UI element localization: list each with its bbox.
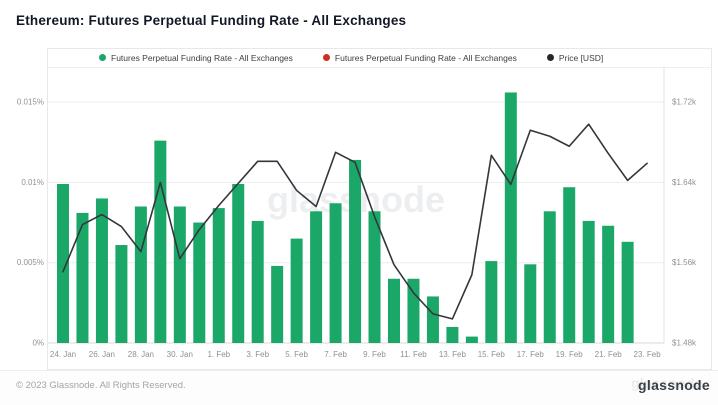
left-axis-tick-label: 0.015% — [17, 98, 44, 107]
funding-rate-bar — [173, 206, 186, 343]
page-title: Ethereum: Futures Perpetual Funding Rate… — [16, 13, 407, 28]
right-axis-tick-label: $1.72k — [672, 98, 697, 107]
funding-rate-bar — [524, 264, 537, 343]
funding-rate-bar — [426, 296, 439, 343]
left-axis-tick-label: 0.005% — [17, 258, 44, 267]
funding-rate-bar — [134, 206, 147, 343]
right-axis-tick-label: $1.48k — [672, 339, 697, 348]
x-axis-tick-label: 23. Feb — [634, 350, 662, 359]
funding-rate-bar — [115, 245, 128, 343]
x-axis-tick-label: 24. Jan — [50, 350, 76, 359]
x-axis-tick-label: 3. Feb — [246, 350, 269, 359]
funding-rate-bar — [446, 326, 459, 343]
x-axis-tick-label: 17. Feb — [517, 350, 545, 359]
x-axis-tick-label: 1. Feb — [207, 350, 230, 359]
x-axis-tick-label: 5. Feb — [285, 350, 308, 359]
red-dot-icon — [322, 54, 330, 61]
x-axis-tick-label: 9. Feb — [363, 350, 386, 359]
funding-rate-bar — [76, 212, 89, 343]
chart-legend: Futures Perpetual Funding Rate - All Exc… — [47, 48, 712, 68]
funding-rate-bar — [407, 278, 420, 343]
legend-item-funding-rate-red[interactable]: Futures Perpetual Funding Rate - All Exc… — [322, 52, 517, 63]
left-axis-tick-label: 0% — [32, 339, 44, 348]
funding-rate-bar — [290, 238, 303, 343]
funding-rate-bar — [310, 211, 323, 343]
funding-rate-bar — [582, 220, 595, 343]
funding-rate-bar — [251, 220, 264, 343]
right-axis-tick-label: $1.56k — [672, 258, 697, 267]
x-axis-tick-label: 7. Feb — [324, 350, 347, 359]
copyright-note: © 2023 Glassnode. All Rights Reserved. — [16, 380, 186, 391]
funding-rate-bar — [368, 211, 381, 343]
funding-rate-bar — [154, 140, 167, 343]
funding-rate-bar — [387, 278, 400, 343]
x-axis-tick-label: 19. Feb — [556, 350, 584, 359]
x-axis-tick-label: 21. Feb — [595, 350, 623, 359]
glassnode-logo[interactable]: glassnode — [638, 377, 710, 393]
price-line — [62, 123, 648, 320]
funding-rate-bar — [465, 336, 478, 343]
legend-label: Futures Perpetual Funding Rate - All Exc… — [111, 52, 293, 63]
funding-rate-bar — [485, 261, 498, 343]
legend-item-funding-rate-green[interactable]: Futures Perpetual Funding Rate - All Exc… — [99, 53, 293, 63]
funding-rate-bar — [621, 241, 634, 343]
x-axis-tick-label: 11. Feb — [400, 350, 427, 359]
left-axis-tick-label: 0.01% — [21, 178, 44, 187]
footer-band — [0, 370, 718, 405]
black-dot-icon — [546, 54, 554, 61]
funding-rate-bar — [602, 225, 615, 343]
legend-label: Price [USD] — [558, 52, 604, 63]
x-axis-tick-label: 15. Feb — [478, 350, 506, 359]
funding-rate-bar — [95, 198, 108, 343]
funding-rate-bar — [57, 184, 69, 343]
funding-rate-bar — [232, 184, 245, 343]
funding-rate-bar — [212, 208, 225, 343]
x-axis-tick-label: 28. Jan — [128, 350, 154, 359]
green-dot-icon — [99, 54, 106, 61]
funding-rate-bar — [349, 159, 362, 343]
x-axis-tick-label: 13. Feb — [439, 350, 467, 359]
right-axis-tick-label: $1.64k — [672, 178, 697, 187]
legend-item-price-usd[interactable]: Price [USD] — [546, 52, 604, 63]
x-axis-tick-label: 26. Jan — [89, 350, 115, 359]
funding-rate-bar — [543, 211, 556, 343]
legend-label: Futures Perpetual Funding Rate - All Exc… — [334, 52, 517, 63]
funding-rate-bar — [504, 92, 517, 344]
x-axis-tick-label: 30. Jan — [167, 350, 193, 359]
funding-rate-bar — [329, 203, 342, 343]
funding-rate-bar — [271, 265, 284, 343]
funding-rate-bar — [563, 187, 576, 343]
funding-rate-bar — [193, 222, 206, 343]
